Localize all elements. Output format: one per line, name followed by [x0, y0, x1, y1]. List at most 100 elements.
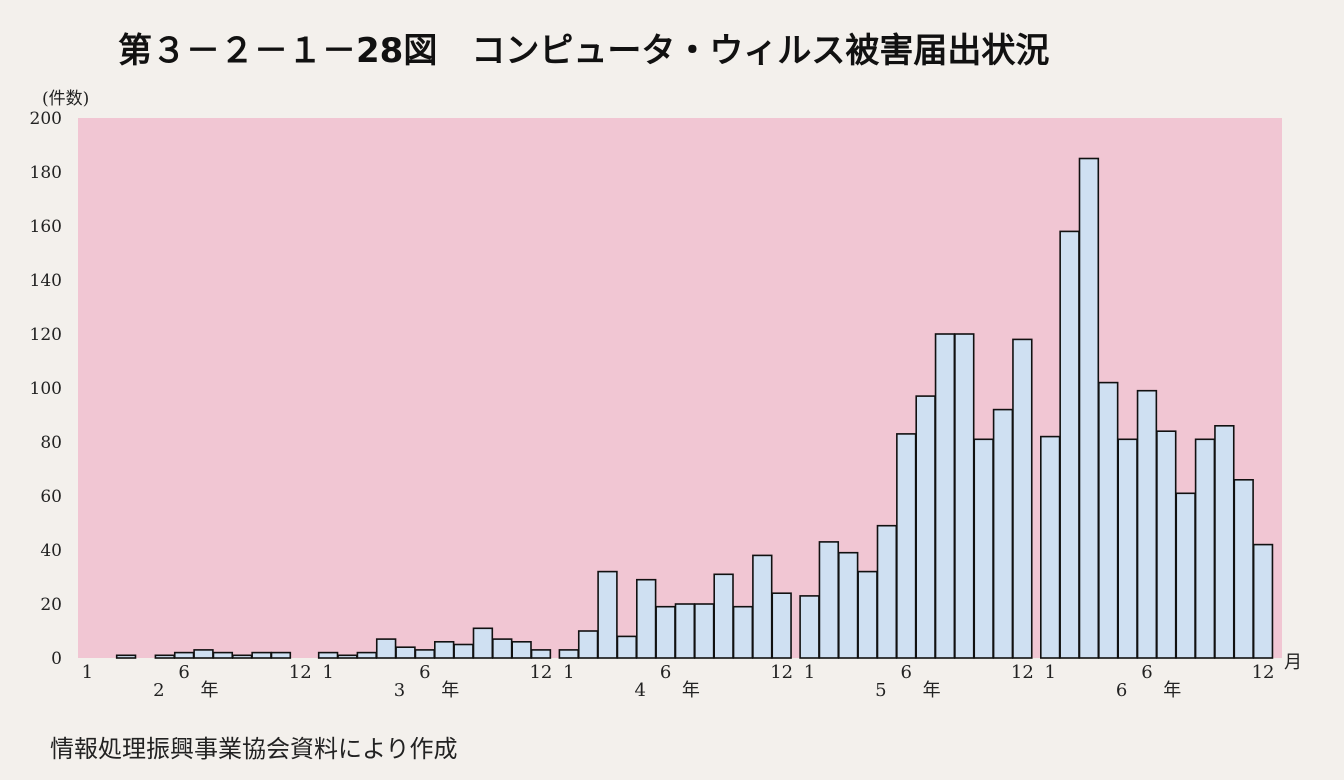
- x-year-suffix: 年: [682, 680, 700, 701]
- bar: [1040, 435, 1061, 659]
- y-tick-label: 200: [30, 109, 62, 129]
- x-month-label: 1: [1044, 662, 1055, 683]
- bar: [876, 524, 898, 659]
- bar: [896, 433, 917, 659]
- y-tick-label: 120: [30, 325, 62, 345]
- bar: [530, 649, 552, 659]
- bar: [1156, 430, 1177, 659]
- bar: [818, 541, 840, 659]
- x-month-label: 6: [901, 662, 912, 683]
- bar: [1136, 389, 1158, 659]
- x-month-label: 12: [770, 662, 793, 683]
- bar: [356, 651, 377, 659]
- x-month-label: 12: [1252, 662, 1275, 683]
- bar: [511, 640, 532, 659]
- y-tick-label: 100: [30, 379, 62, 399]
- y-axis-label: (件数): [42, 89, 89, 109]
- bar: [193, 649, 214, 659]
- x-month-label: 12: [1011, 662, 1034, 683]
- bar: [375, 638, 397, 659]
- y-tick-label: 140: [30, 271, 62, 291]
- bar: [453, 643, 474, 659]
- bar: [973, 438, 994, 659]
- y-tick-label: 160: [30, 217, 62, 237]
- bar: [837, 551, 859, 659]
- x-month-label: 6: [1141, 662, 1152, 683]
- bar: [1012, 338, 1033, 659]
- source-note: 情報処理振興事業協会資料により作成: [50, 735, 458, 763]
- bar: [232, 654, 253, 659]
- bar: [857, 570, 878, 659]
- x-year-suffix: 年: [441, 680, 459, 701]
- x-month-label: 1: [563, 662, 574, 683]
- bar: [1175, 492, 1196, 659]
- bar: [713, 573, 734, 659]
- x-month-label: 6: [660, 662, 671, 683]
- x-year-label: 6: [1116, 680, 1127, 701]
- bar: [212, 651, 234, 659]
- bar: [954, 333, 975, 659]
- bar: [414, 649, 436, 659]
- bar: [173, 651, 195, 659]
- bar: [915, 395, 936, 659]
- x-year-suffix: 年: [201, 680, 219, 701]
- bar: [732, 605, 754, 659]
- x-month-label: 12: [289, 662, 312, 683]
- bars: [115, 157, 1274, 659]
- x-year-label: 3: [394, 680, 405, 701]
- x-month-label: 1: [804, 662, 815, 683]
- y-tick-label: 20: [40, 595, 62, 615]
- bar: [115, 654, 137, 659]
- x-month-label: 6: [178, 662, 189, 683]
- bar: [1252, 543, 1274, 659]
- y-tick-label: 80: [40, 433, 62, 453]
- bar: [771, 592, 792, 659]
- bar: [1059, 230, 1080, 659]
- x-year-suffix: 年: [1163, 680, 1181, 701]
- bar: [694, 603, 715, 659]
- bar: [337, 654, 358, 659]
- x-year-label: 2: [153, 680, 164, 701]
- bar: [1098, 381, 1119, 659]
- x-axis-labels: 1 6 122 年1 6 123 年1 6 124 年1 6 125 年1 6 126 年: [82, 662, 1275, 701]
- bar: [752, 554, 773, 659]
- bar: [934, 333, 956, 659]
- bar: [492, 638, 513, 659]
- x-month-label: 1: [82, 662, 93, 683]
- bar: [577, 630, 599, 659]
- bar: [655, 605, 676, 659]
- bar: [472, 627, 494, 659]
- bar: [992, 408, 1014, 659]
- bar: [154, 654, 175, 659]
- x-year-suffix: 年: [923, 680, 941, 701]
- bar: [433, 640, 455, 659]
- y-axis-ticks: 0 20 40 60 80 100 120 140 160 180 200: [30, 109, 62, 669]
- bar: [395, 646, 416, 659]
- y-tick-label: 40: [40, 541, 62, 561]
- x-year-label: 5: [875, 680, 886, 701]
- y-tick-label: 0: [51, 649, 62, 669]
- bar: [1214, 424, 1235, 659]
- bar: [270, 651, 292, 659]
- x-month-label: 12: [529, 662, 552, 683]
- bar: [558, 649, 580, 659]
- x-axis-unit-label: 月: [1284, 652, 1302, 673]
- bar: [616, 635, 638, 659]
- bar: [1194, 438, 1216, 659]
- chart-title: 第３－２－１－28図 コンピュータ・ウィルス被害届出状況: [118, 31, 1049, 71]
- bar: [1233, 478, 1254, 659]
- bar: [799, 595, 820, 659]
- bar: [251, 651, 272, 659]
- bar: [635, 578, 657, 659]
- y-tick-label: 60: [40, 487, 62, 507]
- x-month-label: 6: [419, 662, 430, 683]
- bar: [597, 570, 618, 659]
- bar: [674, 603, 696, 659]
- bar: [317, 651, 339, 659]
- x-month-label: 1: [322, 662, 333, 683]
- bar: [1117, 438, 1138, 659]
- x-year-label: 4: [634, 680, 645, 701]
- y-tick-label: 180: [30, 163, 62, 183]
- bar: [1078, 157, 1100, 659]
